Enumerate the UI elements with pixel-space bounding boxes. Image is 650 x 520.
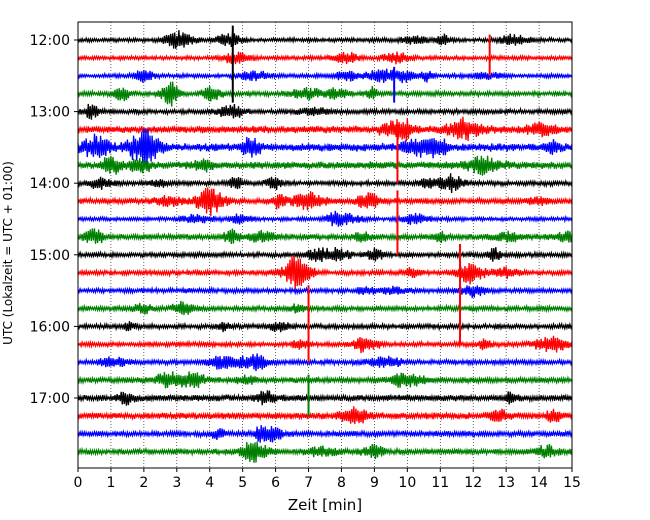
- trace-row: [77, 68, 573, 84]
- trace-row: [77, 103, 573, 120]
- trace-row: [77, 187, 573, 217]
- trace-row: [77, 335, 573, 354]
- x-tick-label: 10: [398, 475, 416, 491]
- x-tick-label: 5: [238, 475, 247, 491]
- x-tick-label: 12: [464, 475, 482, 491]
- y-tick-label: 15:00: [30, 248, 70, 264]
- x-tick-label: 7: [304, 475, 313, 491]
- x-tick-label: 9: [370, 475, 379, 491]
- trace-row: [77, 127, 573, 167]
- trace-row: [77, 300, 573, 316]
- x-tick-label: 2: [139, 475, 148, 491]
- trace-row: [77, 371, 573, 389]
- trace-row: [77, 406, 573, 425]
- x-tick-label: 4: [205, 475, 214, 491]
- trace-row: [77, 390, 573, 406]
- trace-row: [77, 81, 573, 107]
- trace-row: [77, 30, 573, 49]
- trace-row: [77, 353, 573, 372]
- x-tick-label: 3: [172, 475, 181, 491]
- plot-frame: [77, 21, 573, 469]
- trace-row: [77, 173, 573, 194]
- x-tick-label: 15: [563, 475, 581, 491]
- x-tick-label: 8: [337, 475, 346, 491]
- trace-row: [77, 247, 573, 262]
- y-axis: 12:00 13:00 14:00 15:00 16:00 17:00: [30, 33, 78, 407]
- y-tick-label: 16:00: [30, 319, 70, 335]
- trace-row: [77, 228, 573, 244]
- x-tick-label: 13: [497, 475, 515, 491]
- trace-row: [77, 285, 573, 298]
- x-tick-label: 11: [431, 475, 449, 491]
- y-tick-label: 12:00: [30, 33, 70, 49]
- trace-row: [77, 254, 573, 290]
- trace-row: [77, 155, 573, 176]
- y-tick-label: 14:00: [30, 176, 70, 192]
- trace-row: [77, 321, 573, 333]
- x-tick-label: 14: [530, 475, 548, 491]
- x-axis: 0 1 2 3 4 5 6 7 8 9 10 11 12 13 14 15: [74, 468, 581, 491]
- x-axis-title: Zeit [min]: [288, 496, 362, 514]
- trace-row: [77, 441, 573, 463]
- grid-lines: [110, 22, 540, 468]
- y-tick-label: 13:00: [30, 105, 70, 121]
- trace-row: [77, 210, 573, 227]
- x-tick-label: 1: [106, 475, 115, 491]
- trace-row: [77, 425, 573, 443]
- x-tick-label: 0: [74, 475, 83, 491]
- x-tick-label: 6: [271, 475, 280, 491]
- y-axis-title: UTC (Lokalzeit = UTC + 01:00): [1, 161, 15, 345]
- trace-row: [77, 116, 573, 142]
- trace-row: [77, 51, 573, 65]
- seismic-traces: [77, 25, 573, 463]
- y-tick-label: 17:00: [30, 391, 70, 407]
